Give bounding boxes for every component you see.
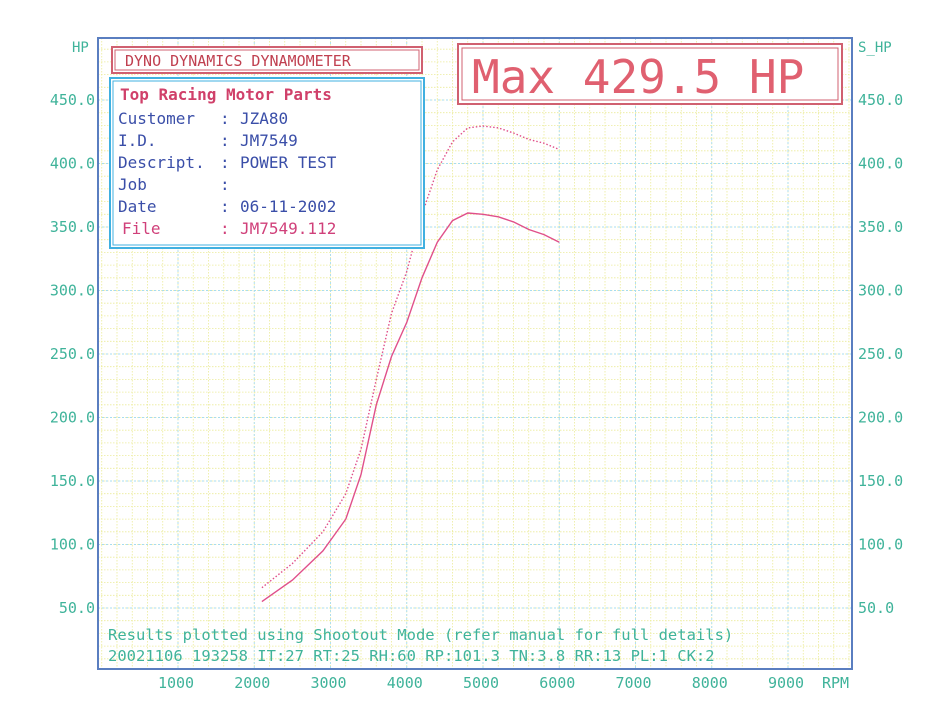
y-axis-label-left: HP (72, 40, 89, 56)
info-row-label: Date (118, 197, 157, 216)
info-row-label: Job (118, 175, 147, 194)
y-ticks-right: 450.0 400.0 350.0 300.0 250.0 200.0 150.0 100.0… (858, 91, 903, 617)
info-row-value: POWER TEST (240, 153, 337, 172)
y-tick-right: 200.0 (858, 409, 903, 427)
info-row-value: 06-11-2002 (240, 197, 336, 216)
x-tick: 4000 (387, 674, 423, 692)
info-box: Top Racing Motor Parts Customer: JZA80 I.D… (109, 77, 425, 249)
info-row-label: I.D. (118, 131, 157, 150)
info-row-colon: : (220, 175, 230, 194)
y-tick-right: 250.0 (858, 345, 903, 363)
y-tick-left: 200.0 (50, 409, 95, 427)
info-row-label: Descript. (118, 153, 205, 172)
info-row-colon: : (220, 153, 230, 172)
y-tick-right: 100.0 (858, 536, 903, 554)
y-tick-left: 400.0 (50, 155, 95, 173)
x-tick: 7000 (615, 674, 651, 692)
y-tick-left: 450.0 (50, 91, 95, 109)
x-tick: 3000 (310, 674, 346, 692)
x-tick: 2000 (234, 674, 270, 692)
power-curve-dotted (261, 125, 560, 589)
info-rows: Customer: JZA80 I.D.: JM7549 Descript.: POWER… (118, 109, 337, 238)
x-tick: 8000 (692, 674, 728, 692)
max-hp: Max 429.5 HP (472, 50, 804, 104)
info-row-value: JZA80 (240, 109, 288, 128)
x-tick: 6000 (539, 674, 575, 692)
x-tick: 1000 (158, 674, 194, 692)
y-tick-left: 150.0 (50, 472, 95, 490)
y-tick-right: 300.0 (858, 282, 903, 300)
info-row-colon: : (220, 197, 230, 216)
info-row-colon: : (220, 109, 230, 128)
x-tick: 9000 (768, 674, 804, 692)
info-row-label: File (122, 219, 161, 238)
y-tick-right: 150.0 (858, 472, 903, 490)
y-tick-right: 450.0 (858, 91, 903, 109)
power-curves (261, 125, 560, 603)
y-tick-right: 50.0 (858, 599, 894, 617)
dyno-title: DYNO DYNAMICS DYNAMOMETER (125, 52, 352, 70)
footer-line-1: Results plotted using Shootout Mode (ref… (108, 626, 733, 644)
y-tick-left: 100.0 (50, 536, 95, 554)
info-row-colon: : (220, 131, 230, 150)
info-row-label: Customer (118, 109, 195, 128)
x-tick: 5000 (463, 674, 499, 692)
y-tick-left: 350.0 (50, 218, 95, 236)
y-tick-left: 300.0 (50, 282, 95, 300)
max-hp-box: Max 429.5 HP (457, 43, 843, 105)
y-tick-right: 400.0 (858, 155, 903, 173)
x-ticks: 1000 2000 3000 4000 5000 6000 7000 8000 9000 (158, 674, 804, 692)
dyno-title-box: DYNO DYNAMICS DYNAMOMETER (111, 46, 423, 74)
power-curve-solid (261, 212, 560, 603)
y-tick-left: 250.0 (50, 345, 95, 363)
y-axis-label-right: S_HP (858, 40, 892, 56)
y-tick-right: 350.0 (858, 218, 903, 236)
footer-line-2: 20021106 193258 IT:27 RT:25 RH:60 RP:101… (108, 647, 715, 665)
info-row-value: JM7549.112 (240, 219, 336, 238)
x-axis-label: RPM (822, 674, 849, 692)
plot-frame (97, 37, 853, 670)
y-tick-left: 50.0 (59, 599, 95, 617)
info-row-colon: : (220, 219, 230, 238)
company-name: Top Racing Motor Parts (120, 85, 332, 104)
info-row-value: JM7549 (240, 131, 298, 150)
y-ticks-left: 450.0 400.0 350.0 300.0 250.0 200.0 150.0 100.0… (50, 91, 95, 617)
